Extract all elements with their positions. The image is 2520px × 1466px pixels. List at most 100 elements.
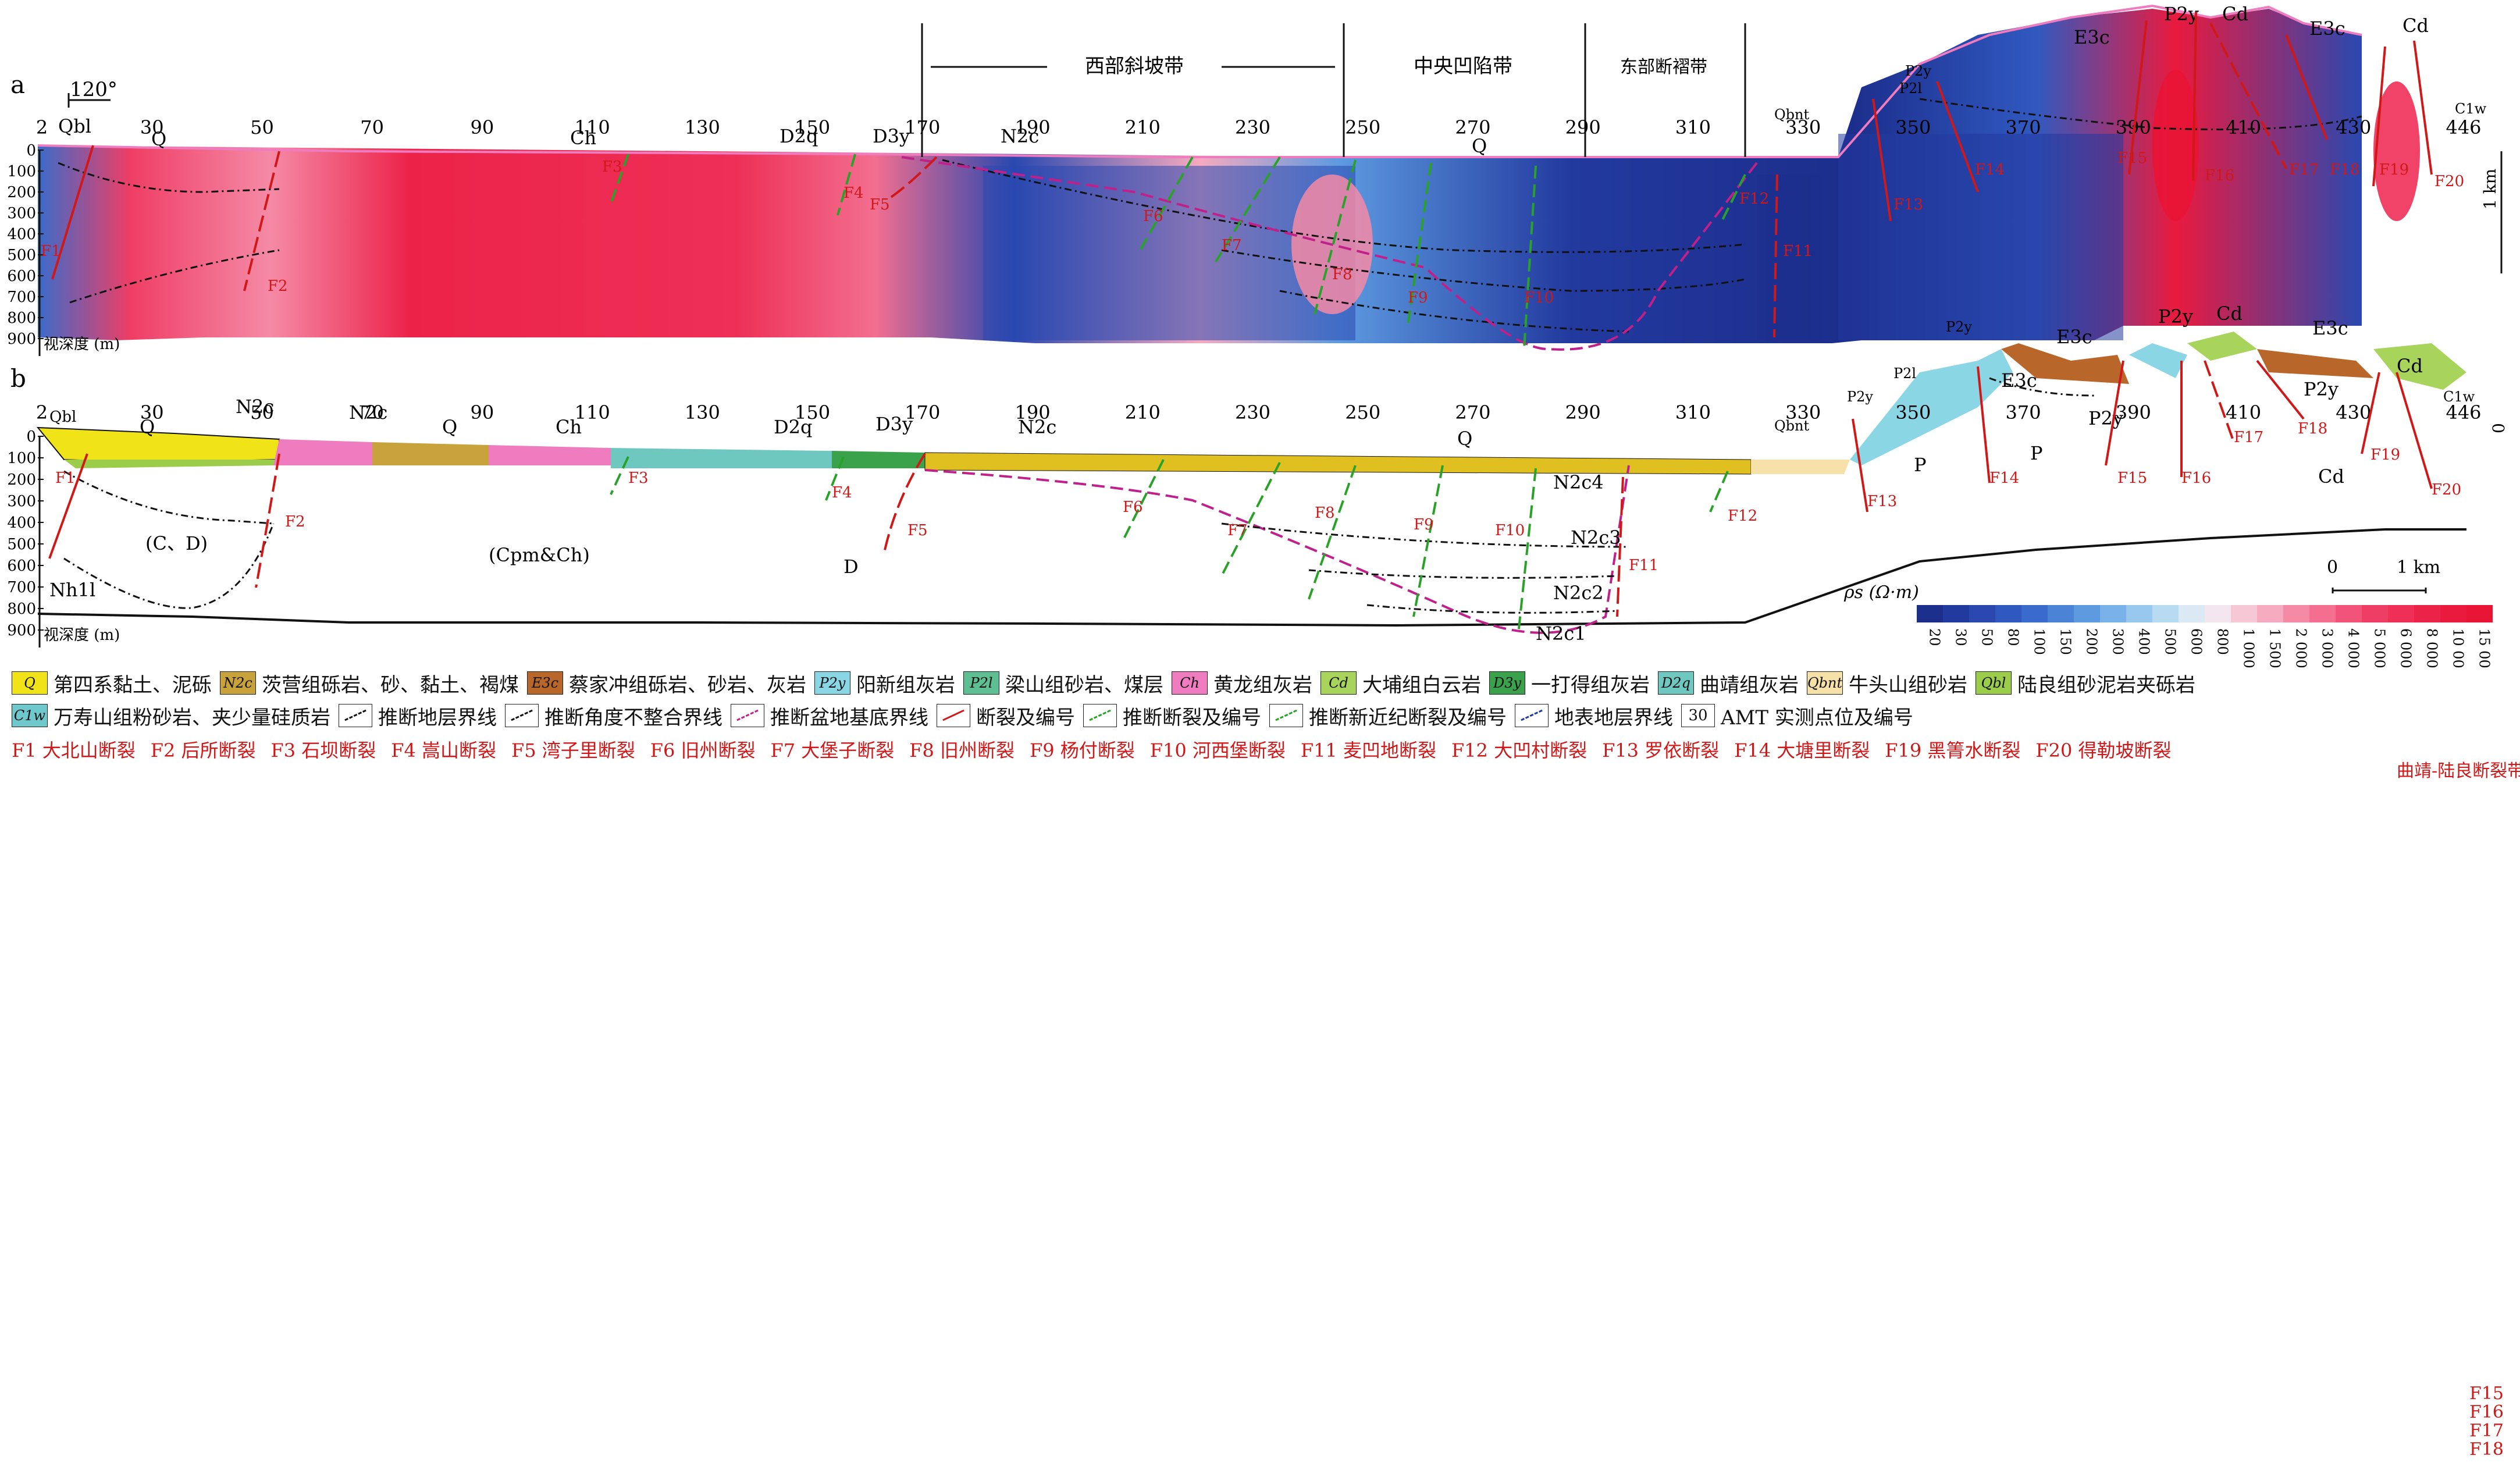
unit-label-n2c2: N2c2: [1553, 582, 1604, 604]
tick-label: 70: [360, 116, 384, 138]
colorbar-value: 100: [2031, 628, 2048, 655]
fault-label-f17: F17: [2289, 161, 2319, 179]
basin-base-b: [924, 465, 1630, 634]
belt-central-depression: 中央凹陷带: [1414, 55, 1512, 78]
legend-item: 断裂及编号: [937, 702, 1075, 730]
tick-label: 410: [2226, 116, 2261, 138]
tick-label: 310: [1675, 401, 1711, 424]
colorbar-value: 500: [2162, 628, 2179, 655]
belt-fault-name: F16: [2469, 1402, 2504, 1422]
fault-b-f10: [1517, 468, 1537, 635]
depth-label: 900: [7, 622, 36, 639]
scale-label-a: 1 km: [2480, 169, 2500, 209]
fault-name: F8 旧州断裂: [909, 739, 1015, 762]
stratum-d2q: D2q: [780, 125, 818, 147]
unit-p2y-east: [1850, 349, 2013, 465]
legend-text: 推断新近纪断裂及编号: [1309, 706, 1507, 730]
section-canvas: a 120° 西部斜坡带 中央凹陷带 东部断褶带 2 30 50 70 90 110 130…: [7, 3, 2508, 677]
unit-ch-west: [273, 439, 372, 465]
colorbar-swatch: [2126, 605, 2152, 622]
fault-name: F12 大凹村断裂: [1451, 739, 1588, 762]
fault-a-f14: [1936, 81, 1979, 193]
colorbar-swatch: [2440, 605, 2466, 622]
unit-label-q: Q: [140, 416, 155, 438]
depth-label: 500: [7, 247, 36, 264]
legend-swatch: P2y: [814, 671, 850, 695]
fault-b-f8: [1308, 465, 1357, 600]
tick-label: 330: [1785, 116, 1821, 138]
colorbar-swatch: [2179, 605, 2205, 622]
legend-item: D3y 一打得组灰岩: [1489, 669, 1650, 698]
unit-label-cd: Cd: [2216, 303, 2243, 325]
tick-label: 290: [1565, 401, 1601, 424]
fault-name: F6 旧州断裂: [650, 739, 756, 762]
legend-text: 大埔组白云岩: [1362, 673, 1481, 697]
belt-label: 曲靖-陆良断裂带: [2397, 761, 2520, 781]
boundary-a-3: [942, 159, 1746, 253]
colorbar-value: 20: [1927, 628, 1943, 646]
tick-label: 110: [575, 401, 610, 424]
fault-name: F19 黑箐水断裂: [1885, 739, 2021, 762]
unit-label-cpm-ch: (Cpm&Ch): [489, 544, 590, 566]
fault-a-f1: [51, 145, 94, 280]
legend-swatch: P2l: [963, 671, 999, 695]
colorbar-swatch: [2152, 605, 2179, 622]
legend-swatch: C1w: [12, 704, 48, 727]
scale-b-km: 1 km: [2397, 557, 2440, 578]
unit-label-c1w: C1w: [2443, 389, 2475, 405]
legend-text: 推断地层界线: [378, 706, 497, 730]
fault-a-f19: [2372, 46, 2386, 187]
depth-label: 800: [7, 309, 36, 327]
stratum-e3c: E3c: [2074, 26, 2110, 48]
legend-item: Cd 大埔组白云岩: [1320, 669, 1481, 698]
legend-text: 蔡家冲组砾岩、砂岩、灰岩: [569, 673, 806, 697]
unit-label-e3c: E3c: [2056, 326, 2092, 348]
stratum-qbnt: Qbnt: [1774, 106, 1809, 123]
fault-b-f14: [1977, 366, 1991, 483]
legend-swatch: Q: [12, 671, 48, 695]
fault-label-f11: F11: [1629, 557, 1658, 574]
unconformity-icon: [505, 704, 539, 727]
fault-label-f5: F5: [870, 196, 890, 214]
fault-label-f18: F18: [2298, 420, 2327, 437]
fault-label-f3: F3: [628, 469, 649, 487]
fault-label-f15: F15: [2117, 150, 2147, 167]
legend-item: C1w 万寿山组粉砂岩、夹少量硅质岩: [12, 702, 330, 730]
unit-label-p2y-2: P2y: [1946, 319, 1972, 335]
unit-label-qbl: Qbl: [49, 408, 76, 426]
belt-west-slope: 西部斜坡带: [1085, 55, 1184, 78]
tick-label: 230: [1235, 401, 1270, 424]
unit-label-p2l: P2l: [1893, 365, 1916, 382]
fault-name: F13 罗依断裂: [1602, 739, 1720, 762]
fault-a-f18: [2285, 34, 2328, 140]
unit-label-cd-3: Cd: [2318, 465, 2344, 488]
colorbar-swatch: [2231, 605, 2257, 622]
fault-a-f10: [1523, 165, 1537, 350]
fault-a-f4: [837, 154, 856, 216]
fault-label-f4: F4: [832, 484, 852, 501]
colorbar-swatch: [2021, 605, 2048, 622]
legend-swatch: D2q: [1658, 671, 1694, 695]
tick-label: 290: [1565, 116, 1601, 138]
panel-b: b 2 30 50 70 90 110 130 150 170 190 210 230 250 270 29…: [7, 303, 2508, 647]
tick-label: 250: [1345, 401, 1380, 424]
depth-axis-label-b: 视深度 (m): [44, 627, 120, 644]
legend-swatch: Cd: [1320, 671, 1357, 695]
stratum-ch: Ch: [570, 127, 596, 149]
unit-n2c-west: [372, 442, 489, 465]
amt-point-icon: 30: [1681, 704, 1715, 727]
fault-b-f6: [1122, 459, 1165, 542]
surface-profile-a: [37, 4, 2362, 158]
fault-label-f3: F3: [602, 158, 622, 176]
tick-label: 110: [575, 116, 610, 138]
depth-label: 600: [7, 268, 36, 285]
belt-fault-name: F18: [2469, 1439, 2504, 1460]
unit-label-ch: Ch: [556, 416, 582, 438]
neogene-faults-b: [610, 456, 1729, 635]
stratum-c1w: C1w: [2455, 101, 2487, 117]
tick-labels-b: 2 30 50 70 90 110 130 150 170 190 210 230 250 270 290 3…: [36, 401, 2482, 424]
unit-label-qbnt: Qbnt: [1774, 418, 1809, 434]
fault-label-f8: F8: [1315, 504, 1335, 522]
legend-item: 30 AMT 实测点位及编号: [1681, 702, 1913, 730]
legend-text: 万寿山组粉砂岩、夹少量硅质岩: [54, 706, 330, 730]
